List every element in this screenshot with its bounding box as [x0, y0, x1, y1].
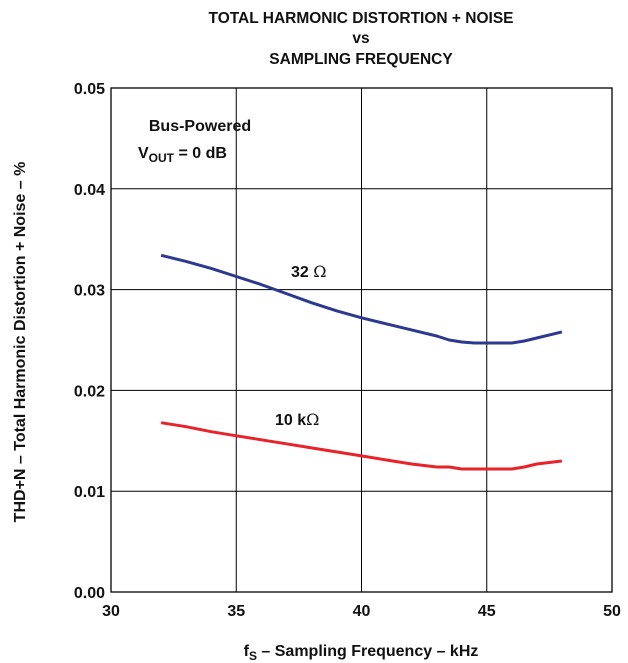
y-tick-label: 0.04: [74, 182, 105, 199]
series-label-32-ohm: 32 Ω: [291, 262, 327, 281]
annotation-vout-subscript: OUT: [149, 151, 175, 165]
chart-title-line-1: TOTAL HARMONIC DISTORTION + NOISE: [209, 10, 514, 27]
ohm-symbol: Ω: [313, 262, 326, 281]
x-tick-label: 30: [102, 603, 120, 620]
x-tick-label: 40: [353, 603, 371, 620]
annotation-bus-powered: Bus-Powered: [149, 118, 251, 135]
annotation-vout-rest: = 0 dB: [174, 145, 227, 162]
y-axis-label: THD+N – Total Harmonic Distortion + Nois…: [12, 162, 29, 523]
y-tick-label: 0.02: [74, 383, 105, 400]
plot-frame: [110, 87, 613, 593]
y-tick-label: 0.03: [74, 283, 105, 300]
annotation-vout-prefix: V: [138, 145, 149, 162]
series-line-10k-ohm: [160, 421, 563, 471]
x-tick-labels: 30 35 40 45 50: [102, 603, 621, 620]
series-line-32-ohm: [160, 253, 563, 345]
series-layer: [160, 253, 563, 471]
x-axis-label-subscript: S: [249, 649, 257, 663]
ohm-symbol: Ω: [306, 410, 319, 429]
chart-title-line-2: vs: [352, 30, 369, 47]
x-axis-label-prefix: f: [244, 643, 250, 660]
x-axis-label: fS – Sampling Frequency – kHz: [244, 643, 479, 663]
x-tick-label: 50: [603, 603, 621, 620]
y-tick-labels: 0.00 0.01 0.02 0.03 0.04 0.05: [74, 81, 105, 602]
y-tick-label: 0.05: [74, 81, 105, 98]
y-tick-label: 0.00: [74, 585, 105, 602]
x-tick-label: 45: [478, 603, 496, 620]
x-axis-label-rest: – Sampling Frequency – kHz: [257, 643, 478, 660]
chart-title-line-3: SAMPLING FREQUENCY: [269, 51, 453, 68]
series-label-10k-ohm: 10 kΩ: [275, 410, 319, 429]
y-tick-label: 0.01: [74, 484, 105, 501]
annotation-vout: VOUT = 0 dB: [138, 145, 227, 165]
series-label-32-ohm-text: 32: [291, 264, 313, 281]
x-tick-label: 35: [227, 603, 245, 620]
series-label-10k-ohm-text: 10 k: [275, 412, 306, 429]
grid-lines: [111, 88, 612, 592]
